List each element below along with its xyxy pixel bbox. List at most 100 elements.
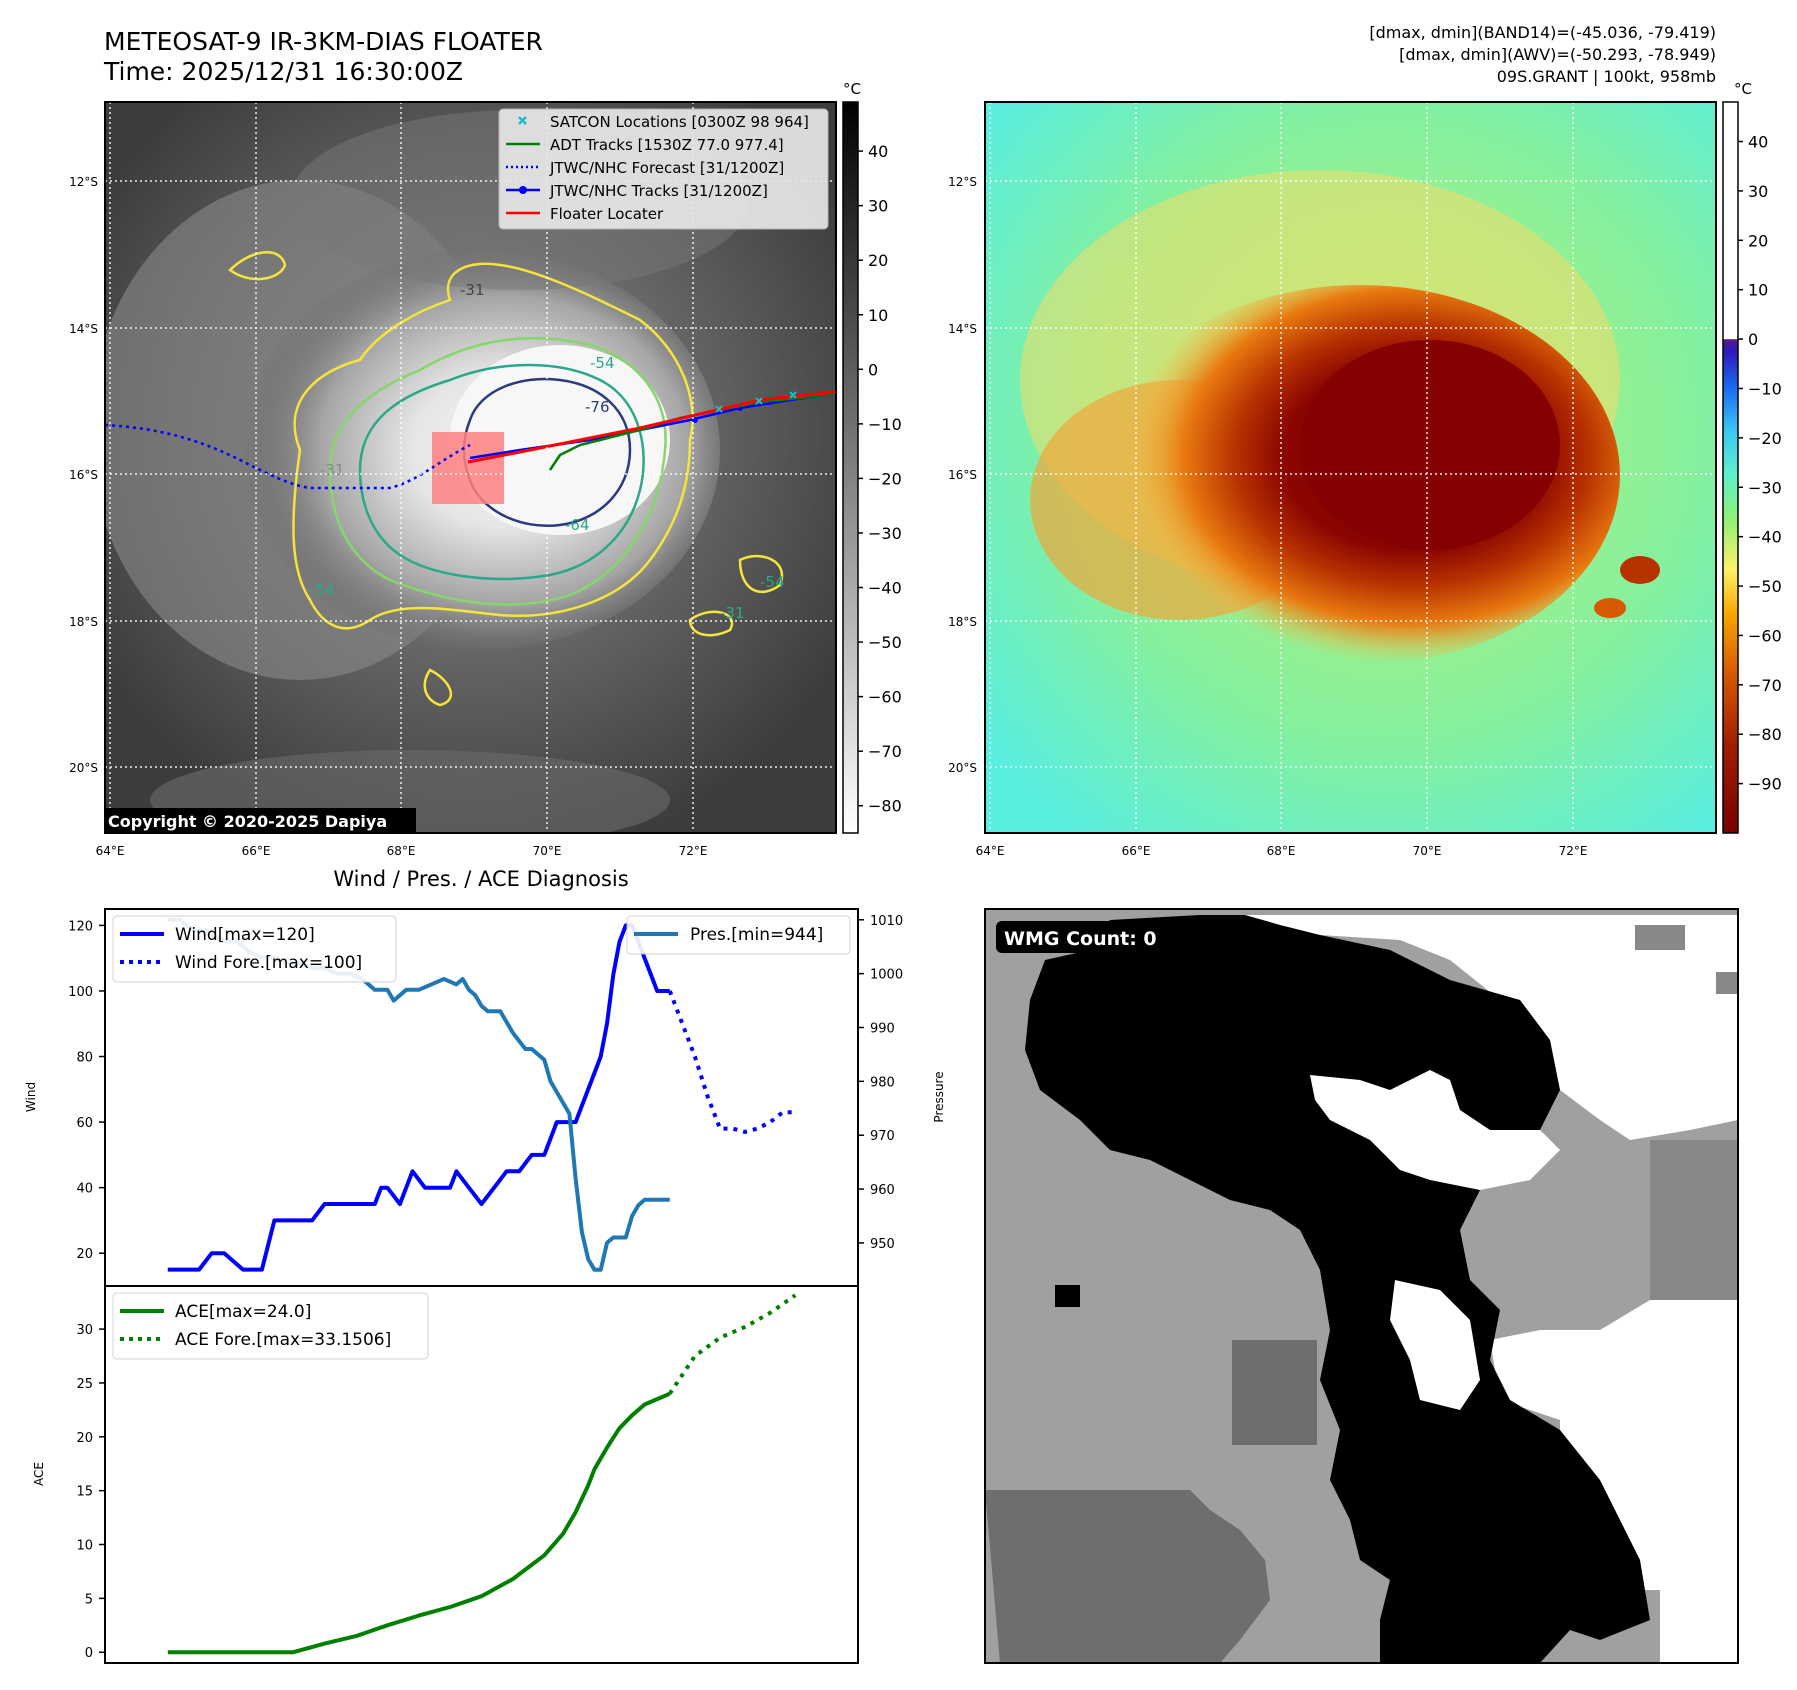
colorbar-tick-label: −60 [1748, 626, 1782, 645]
wind-legend-entry: Wind[max=120] [120, 925, 315, 945]
wmg-gray-block-east [1650, 1140, 1738, 1300]
svg-text:14°S: 14°S [948, 322, 977, 336]
legend-entry-satcon: SATCON Locations [0300Z 98 964] [518, 113, 809, 131]
colorbar-tick-label: 40 [868, 142, 888, 161]
svg-text:JTWC/NHC Forecast [31/1200Z]: JTWC/NHC Forecast [31/1200Z] [549, 159, 784, 177]
ir-south-band [150, 750, 670, 833]
ace-tick-label: 25 [76, 1377, 93, 1392]
svg-text:SATCON Locations [0300Z 98 964: SATCON Locations [0300Z 98 964] [550, 113, 809, 131]
wmg-black-dot [1055, 1285, 1080, 1307]
ir-lat-labels: 12°S 14°S 16°S 18°S 20°S [69, 175, 98, 775]
svg-text:ACE Fore.[max=33.1506]: ACE Fore.[max=33.1506] [175, 1330, 391, 1350]
svg-text:Copyright © 2020-2025 Dapiya: Copyright © 2020-2025 Dapiya [108, 812, 387, 831]
wind-tick-label: 20 [76, 1247, 93, 1262]
colorbar-tick-label: −40 [868, 579, 902, 598]
ace-tick-label: 5 [85, 1592, 93, 1607]
wmg-black-mass [1025, 915, 1650, 1663]
color-eyewall [1300, 340, 1560, 550]
pressure-legend-entry: Pres.[min=944] [634, 925, 823, 945]
pressure-axis-label: Pressure [932, 1071, 946, 1122]
pressure-legend: Pres.[min=944] [626, 915, 851, 955]
colorbar-tick-label: 30 [868, 197, 888, 216]
ace-tick-label: 0 [85, 1646, 93, 1661]
ir-legend: SATCON Locations [0300Z 98 964] ADT Trac… [498, 108, 829, 230]
wind-tick-label: 40 [76, 1182, 93, 1197]
colorbar-tick-label: −20 [1748, 429, 1782, 448]
svg-text:70°E: 70°E [1413, 844, 1442, 858]
wind-axis-label: Wind [24, 1082, 38, 1112]
ace-tick-label: 30 [76, 1323, 93, 1338]
wind-axis-ticks: 20 40 60 80 100 120 [68, 919, 105, 1262]
contour-lightgreen [328, 336, 667, 606]
svg-text:WMG Count: 0: WMG Count: 0 [1004, 928, 1157, 950]
colorbar-tick-label: 20 [1748, 231, 1768, 250]
ace-tick-label: 15 [76, 1485, 93, 1500]
svg-text:20°S: 20°S [948, 761, 977, 775]
series-line-0 [167, 923, 670, 1272]
contour-yellow [292, 262, 694, 630]
colorbar-tick-label: −60 [868, 688, 902, 707]
svg-text:JTWC/NHC Tracks [31/1200Z]: JTWC/NHC Tracks [31/1200Z] [549, 182, 768, 200]
jtwc-forecast-track [105, 423, 471, 490]
svg-text:68°E: 68°E [387, 844, 416, 858]
copyright-badge: Copyright © 2020-2025 Dapiya [104, 808, 416, 834]
pressure-tick-label: 970 [870, 1129, 895, 1144]
ir-map-frame [104, 101, 837, 834]
ace-lines [167, 1293, 797, 1655]
svg-text:64°E: 64°E [976, 844, 1005, 858]
colorbar-gray-unit: °C [843, 80, 861, 98]
contour-teal [358, 363, 645, 581]
pressure-tick-label: 950 [870, 1237, 895, 1252]
svg-text:68°E: 68°E [1267, 844, 1296, 858]
pressure-tick-label: 980 [870, 1075, 895, 1090]
diagnosis-title: Wind / Pres. / ACE Diagnosis [333, 867, 628, 891]
svg-text:18°S: 18°S [69, 615, 98, 629]
wmg-panel [985, 909, 1738, 1663]
ace-legend-entry: ACE[max=24.0] [120, 1302, 311, 1322]
colorbar-tick-label: −70 [1748, 676, 1782, 695]
pressure-tick-label: 1000 [870, 968, 903, 983]
wmg-white-south [1390, 1280, 1480, 1410]
colorbar-tick-label: 10 [1748, 281, 1768, 300]
colorbar-tick-label: −80 [1748, 725, 1782, 744]
colorbar-tick-label: −70 [868, 742, 902, 761]
pressure-axis-ticks: 950 960 970 980 990 1000 1010 [858, 914, 903, 1252]
wmg-gray-block-ne2 [1716, 972, 1738, 994]
legend-entry-jtwc: JTWC/NHC Tracks [31/1200Z] [506, 182, 768, 200]
color-lat-labels: 12°S 14°S 16°S 18°S 20°S [948, 175, 977, 775]
contour-label-8: -31 [720, 604, 745, 622]
colorbar-tick-label: 30 [1748, 182, 1768, 201]
contour-label-7: -54 [760, 573, 785, 591]
wind-tick-label: 100 [68, 985, 93, 1000]
wmg-white-notch [1310, 1070, 1560, 1190]
svg-text:70°E: 70°E [533, 844, 562, 858]
wmg-dark-block-1 [1232, 1340, 1317, 1445]
svg-text:Wind Fore.[max=100]: Wind Fore.[max=100] [175, 953, 362, 973]
color-blob-1 [1620, 556, 1660, 584]
wmg-white-east [1245, 915, 1738, 1663]
ace-tick-label: 10 [76, 1539, 93, 1554]
figure-time: Time: 2025/12/31 16:30:00Z [103, 57, 463, 86]
colorbar-color: °C 40 30 20 10 0 −10 −20 −30 −40 −50 −60 −70 −80 −90 [1722, 80, 1782, 834]
colorbar-tick-label: −50 [868, 633, 902, 652]
svg-text:Floater Locater: Floater Locater [550, 205, 664, 223]
colorbar-tick-label: −10 [868, 415, 902, 434]
floater-box [432, 432, 504, 504]
svg-text:66°E: 66°E [242, 844, 271, 858]
svg-text:ADT Tracks [1530Z 77.0 977.4]: ADT Tracks [1530Z 77.0 977.4] [550, 136, 784, 154]
ir-lon-labels: 64°E 66°E 68°E 70°E 72°E [96, 844, 708, 858]
colorbar-tick-label: 0 [1748, 330, 1758, 349]
ace-legend: ACE[max=24.0] ACE Fore.[max=33.1506] [112, 1292, 429, 1360]
legend-entry-floater: Floater Locater [506, 205, 664, 223]
wind-legend: Wind[max=120] Wind Fore.[max=100] [112, 915, 397, 983]
ir-cdo [450, 345, 670, 535]
svg-text:Pres.[min=944]: Pres.[min=944] [690, 925, 823, 945]
contour-yellow-south [423, 668, 452, 707]
colorbar-gray: °C 40 30 20 10 0 −10 −20 −30 −40 −50 −60 −70 −80 [842, 80, 902, 834]
color-blob-2 [1594, 598, 1626, 618]
wmg-gray-block-ne [1635, 925, 1685, 950]
colorbar-tick-label: −80 [868, 797, 902, 816]
colorbar-tick-label: −30 [868, 524, 902, 543]
wmg-count-badge: WMG Count: 0 [996, 921, 1177, 953]
